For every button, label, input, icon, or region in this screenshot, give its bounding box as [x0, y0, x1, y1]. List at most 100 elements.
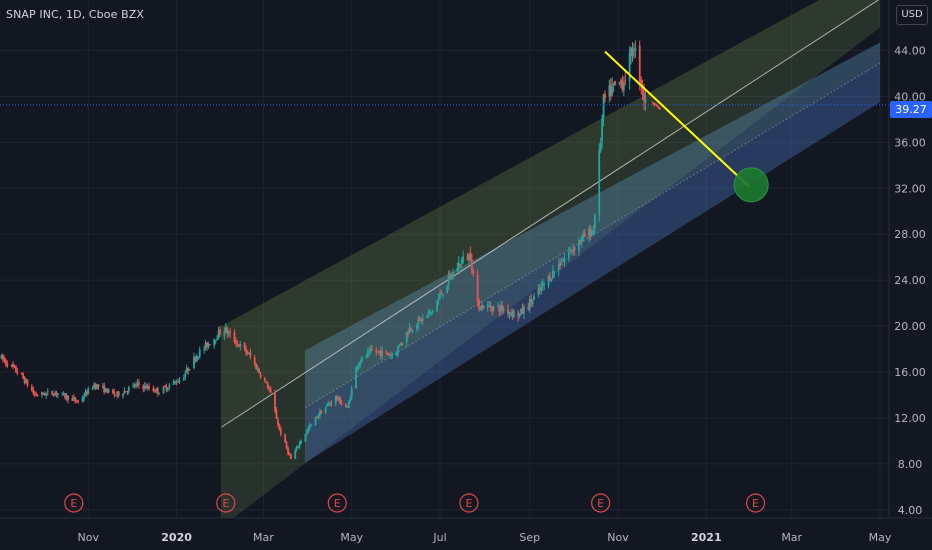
candle-body: [61, 392, 64, 394]
candle-body: [310, 424, 313, 426]
candle-body: [489, 305, 492, 309]
candle-body: [391, 354, 394, 357]
candle-body: [601, 118, 604, 141]
candle-body: [511, 312, 514, 316]
candle-body: [84, 391, 87, 397]
candle-body: [452, 272, 454, 277]
candle-body: [187, 367, 190, 371]
candle-body: [103, 385, 106, 393]
candle-body: [15, 365, 17, 372]
candle-body: [143, 385, 146, 389]
candle-body: [469, 252, 472, 260]
chart-drawings[interactable]: [0, 50, 889, 203]
candle-body: [418, 317, 421, 320]
candle-body: [543, 283, 546, 285]
candle-body: [349, 398, 352, 401]
candle-body: [521, 308, 524, 314]
candle-body: [523, 306, 525, 315]
price-axis[interactable]: 4.00 8.00 12.00 16.00 20.00 24.00 28.00 32.00 36…: [888, 0, 932, 550]
candle-body: [285, 442, 288, 449]
candlestick-series: [0, 40, 647, 460]
candle-body: [166, 388, 169, 390]
candle-body: [36, 395, 39, 397]
candle-body: [219, 329, 221, 335]
candle-body: [87, 388, 90, 394]
price-tick-label: 44.00: [894, 45, 926, 58]
earnings-marker-label: E: [334, 497, 341, 510]
candle-body: [358, 363, 360, 367]
candle-body: [447, 275, 450, 285]
time-tick-label: Mar: [253, 531, 274, 544]
candle-body: [560, 263, 563, 265]
blue-channel-lower-band: [305, 63, 880, 463]
symbol-legend[interactable]: SNAP INC, 1D, Cboe BZX: [6, 8, 144, 21]
candle-body: [320, 410, 323, 414]
candle-body: [266, 383, 269, 389]
candle-body: [279, 428, 282, 435]
earnings-marker-label: E: [222, 497, 229, 510]
candle-body: [0, 355, 3, 359]
candle-body: [195, 356, 198, 362]
candle-body: [622, 82, 625, 91]
candle-body: [538, 288, 541, 290]
candle-body: [360, 356, 363, 362]
candle-body: [559, 262, 562, 267]
time-axis-bg: [0, 518, 932, 550]
candle-body: [307, 428, 310, 431]
candle-body: [350, 388, 353, 398]
candle-body: [258, 368, 260, 373]
candle-body: [104, 387, 107, 392]
candle-body: [641, 86, 644, 94]
candle-body: [263, 378, 266, 382]
candle-body: [420, 319, 423, 322]
candle-body: [499, 305, 502, 312]
candle-body: [287, 447, 289, 454]
candle-body: [239, 343, 242, 347]
candle-body: [440, 292, 443, 295]
candle-body: [116, 391, 119, 395]
candle-body: [23, 377, 26, 384]
candle-body: [237, 344, 240, 347]
candle-body: [106, 388, 109, 394]
candle-body: [226, 327, 229, 334]
candle-body: [278, 424, 281, 430]
candle-body: [449, 273, 452, 276]
candle-body: [164, 385, 166, 387]
candle-body: [101, 386, 104, 388]
candle-body: [30, 386, 33, 391]
candle-body: [578, 240, 580, 252]
price-tick-label: 40.00: [894, 90, 926, 103]
candle-body: [253, 357, 256, 364]
time-axis[interactable]: Nov 2020 Mar May Jul Sep Nov 2021 Mar May: [0, 517, 932, 550]
candle-body: [25, 379, 27, 383]
candle-body: [336, 396, 339, 400]
candle-body: [52, 395, 55, 397]
price-tick-label: 24.00: [894, 274, 926, 287]
candle-body: [446, 285, 449, 294]
candle-body: [45, 393, 48, 396]
candle-body: [591, 231, 593, 236]
time-tick-label: Nov: [607, 531, 629, 544]
candle-body: [408, 327, 411, 334]
time-tick-label: Mar: [781, 531, 802, 544]
candle-body: [107, 388, 110, 393]
candle-body: [62, 393, 65, 395]
candle-body: [156, 387, 159, 394]
candle-body: [223, 330, 226, 337]
price-tick-label: 12.00: [894, 412, 926, 425]
candle-body: [300, 440, 302, 444]
candle-body: [599, 142, 602, 152]
candle-body: [245, 348, 247, 353]
earnings-marker-circle: [216, 493, 236, 513]
currency-button[interactable]: USD: [896, 5, 928, 25]
candle-body: [379, 350, 382, 357]
candle-body: [65, 395, 68, 399]
candle-body: [470, 259, 473, 270]
candle-body: [227, 332, 230, 334]
time-tick-label: Jul: [432, 531, 446, 544]
candle-body: [294, 450, 297, 459]
candle-body: [3, 358, 6, 361]
blue-channel-upper-band: [305, 42, 880, 408]
